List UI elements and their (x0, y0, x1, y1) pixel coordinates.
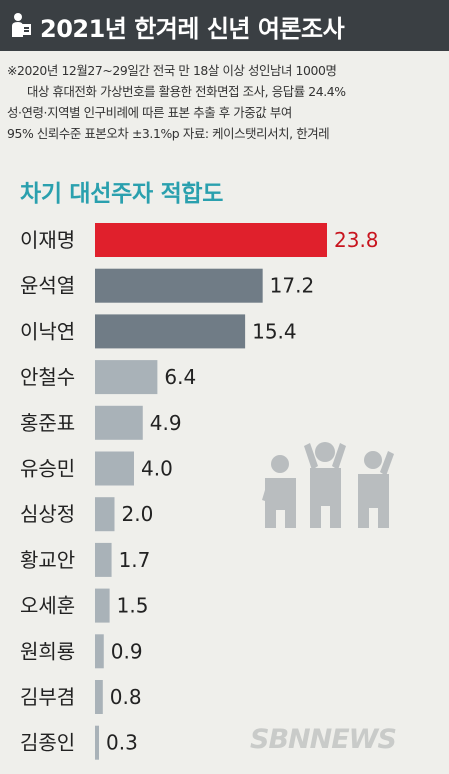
value-label: 1.5 (117, 594, 149, 618)
value-label: 17.2 (270, 274, 315, 298)
sbn-news-logo: SBNNEWS (250, 724, 397, 755)
bar (95, 451, 134, 486)
people-icon (262, 442, 394, 528)
bar (95, 634, 104, 669)
category-label: 이재명 (20, 228, 75, 252)
bar (95, 405, 143, 440)
category-label: 유승민 (20, 457, 75, 481)
chart-title: 차기 대선주자 적합도 (20, 181, 224, 207)
value-label: 4.9 (150, 411, 182, 435)
survey-note-line: 95% 신뢰수준 표본오차 ±3.1%p 자료: 케이스탯리서치, 한겨레 (7, 126, 330, 141)
survey-notes: ※2020년 12월27~29일간 전국 만 18살 이상 성인남녀 1000명… (7, 60, 447, 144)
category-label: 오세훈 (20, 594, 75, 618)
value-label: 15.4 (252, 319, 297, 343)
value-label: 2.0 (121, 502, 153, 526)
category-label: 원희룡 (20, 639, 75, 663)
survey-note-line: 성·연령·지역별 인구비례에 따른 표본 추출 후 가중값 부여 (7, 105, 292, 120)
survey-note-line: 대상 휴대전화 가상번호를 활용한 전화면접 조사, 응답률 24.4% (27, 84, 346, 99)
category-label: 황교안 (20, 548, 75, 572)
category-label: 윤석열 (20, 274, 75, 298)
poll-icon (12, 13, 31, 37)
category-label: 안철수 (20, 365, 75, 389)
bar (95, 680, 103, 714)
category-label: 심상정 (20, 502, 75, 526)
value-label: 6.4 (164, 365, 196, 389)
bar (95, 497, 115, 532)
bar (95, 223, 327, 257)
category-label: 김종인 (20, 731, 75, 755)
value-label: 4.0 (141, 457, 173, 481)
page-title: 2021년 한겨레 신년 여론조사 (40, 15, 345, 43)
bar (95, 588, 110, 623)
category-label: 김부겸 (20, 685, 75, 709)
bar (95, 725, 99, 760)
category-label: 이낙연 (20, 319, 75, 343)
value-label: 0.8 (110, 685, 142, 709)
category-label: 홍준표 (20, 411, 75, 435)
survey-note-line: ※2020년 12월27~29일간 전국 만 18살 이상 성인남녀 1000명 (7, 63, 337, 78)
value-label: 23.8 (334, 228, 379, 252)
value-label: 0.3 (106, 731, 138, 755)
bar (95, 360, 158, 395)
header-bar: 2021년 한겨레 신년 여론조사 (0, 0, 449, 51)
bar (95, 268, 263, 303)
bar (95, 542, 112, 577)
bar (95, 314, 246, 349)
value-label: 0.9 (111, 639, 143, 663)
value-label: 1.7 (119, 548, 151, 572)
